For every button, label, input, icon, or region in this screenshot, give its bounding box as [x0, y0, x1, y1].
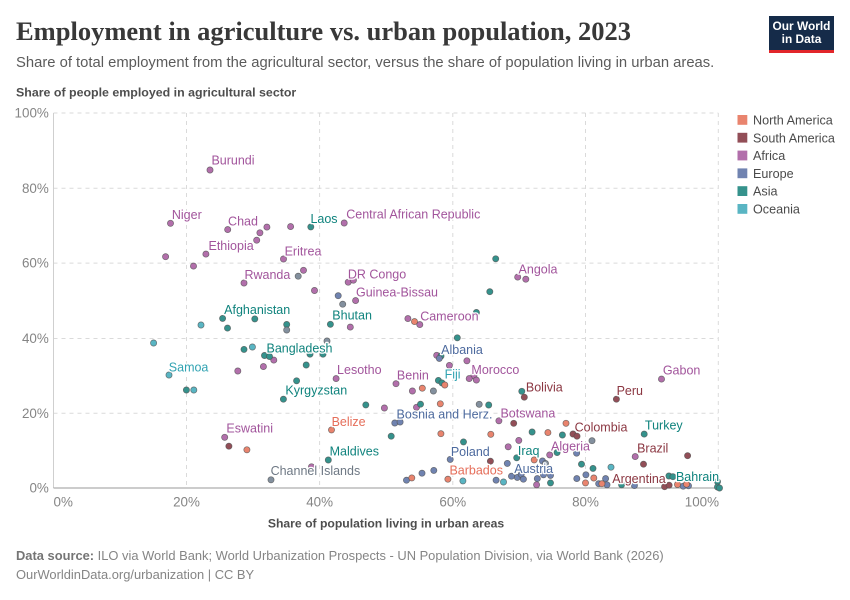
svg-text:Austria: Austria — [514, 462, 553, 476]
svg-text:Rwanda: Rwanda — [244, 268, 290, 282]
svg-text:Algeria: Algeria — [551, 439, 590, 453]
svg-text:Barbados: Barbados — [449, 464, 503, 478]
svg-text:Turkey: Turkey — [645, 419, 683, 433]
svg-text:Bosnia and Herz.: Bosnia and Herz. — [397, 408, 493, 422]
svg-text:Eswatini: Eswatini — [226, 421, 273, 435]
svg-text:Laos: Laos — [310, 212, 337, 226]
svg-text:100%: 100% — [15, 106, 49, 121]
svg-text:Bahrain: Bahrain — [676, 470, 719, 484]
svg-text:40%: 40% — [22, 331, 49, 346]
svg-text:60%: 60% — [439, 495, 466, 510]
svg-text:20%: 20% — [22, 406, 49, 421]
svg-text:North America: North America — [753, 114, 833, 128]
svg-text:Colombia: Colombia — [575, 421, 628, 435]
svg-text:Argentina: Argentina — [612, 472, 666, 486]
svg-text:Share of people employed in ag: Share of people employed in agricultural… — [16, 86, 296, 100]
svg-text:Botswana: Botswana — [500, 407, 555, 421]
svg-text:Poland: Poland — [451, 445, 490, 459]
svg-text:Fiji: Fiji — [445, 368, 461, 382]
svg-text:Oceania: Oceania — [753, 203, 800, 217]
svg-text:Gabon: Gabon — [663, 363, 701, 377]
svg-text:DR Congo: DR Congo — [348, 268, 406, 282]
svg-text:Ethiopia: Ethiopia — [209, 239, 254, 253]
svg-text:Burundi: Burundi — [211, 154, 254, 168]
svg-text:Europe: Europe — [753, 167, 794, 181]
svg-text:Angola: Angola — [519, 262, 558, 276]
svg-text:Asia: Asia — [753, 185, 778, 199]
svg-text:Cameroon: Cameroon — [420, 310, 478, 324]
svg-text:Bolivia: Bolivia — [526, 381, 563, 395]
svg-text:Share of population living in: Share of population living in urban area… — [268, 517, 505, 531]
svg-text:Iraq: Iraq — [518, 444, 540, 458]
svg-text:Bangladesh: Bangladesh — [266, 341, 332, 355]
svg-text:Belize: Belize — [332, 415, 366, 429]
svg-text:Kyrgyzstan: Kyrgyzstan — [285, 384, 347, 398]
svg-text:Guinea-Bissau: Guinea-Bissau — [356, 285, 438, 299]
svg-text:80%: 80% — [572, 495, 599, 510]
svg-text:60%: 60% — [22, 256, 49, 271]
svg-text:Channel Islands: Channel Islands — [271, 464, 361, 478]
svg-text:Brazil: Brazil — [637, 442, 668, 456]
svg-text:Chad: Chad — [228, 215, 258, 229]
svg-text:40%: 40% — [306, 495, 333, 510]
svg-text:Maldives: Maldives — [330, 445, 379, 459]
svg-text:Eritrea: Eritrea — [285, 245, 322, 259]
svg-text:0%: 0% — [54, 495, 73, 510]
svg-text:100%: 100% — [685, 495, 719, 510]
svg-text:Central African Republic: Central African Republic — [346, 207, 480, 221]
svg-text:Samoa: Samoa — [169, 360, 209, 374]
svg-text:Niger: Niger — [172, 208, 202, 222]
svg-text:20%: 20% — [173, 495, 200, 510]
svg-text:Bhutan: Bhutan — [332, 309, 372, 323]
svg-text:Benin: Benin — [397, 369, 429, 383]
svg-text:Africa: Africa — [753, 149, 785, 163]
svg-text:Peru: Peru — [617, 384, 643, 398]
svg-text:Albania: Albania — [441, 343, 483, 357]
svg-text:Lesotho: Lesotho — [337, 363, 382, 377]
svg-text:0%: 0% — [29, 481, 48, 496]
svg-text:Afghanistan: Afghanistan — [224, 303, 290, 317]
svg-text:80%: 80% — [22, 181, 49, 196]
svg-text:South America: South America — [753, 131, 835, 145]
svg-text:Morocco: Morocco — [471, 363, 519, 377]
